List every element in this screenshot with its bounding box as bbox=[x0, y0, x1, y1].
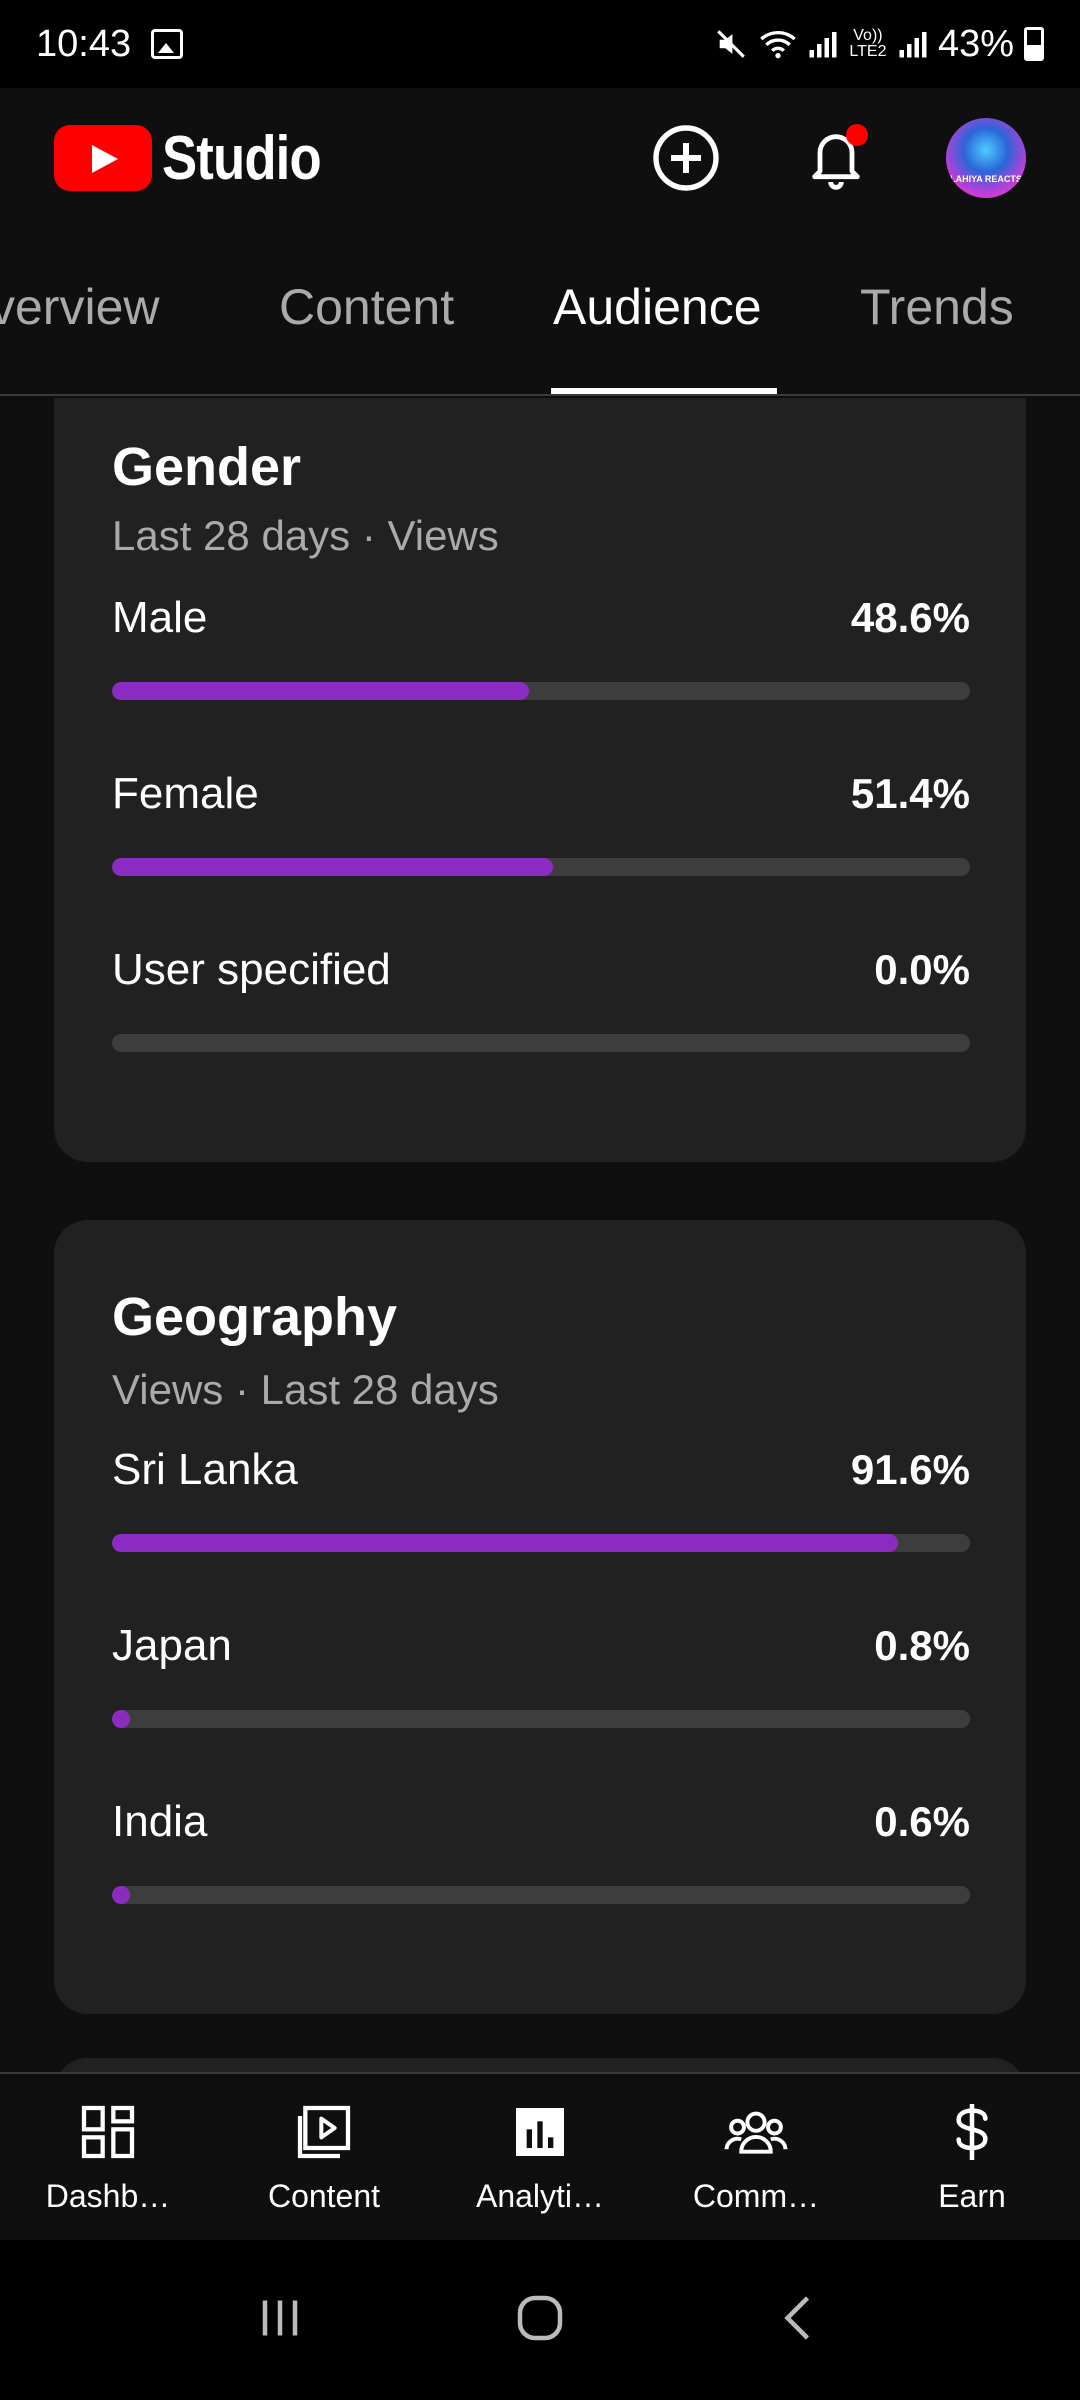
gallery-notification-icon bbox=[151, 29, 184, 59]
gender-card[interactable]: Gender Last 28 days · Views Male 48.6% F… bbox=[54, 398, 1026, 1162]
active-tab-indicator bbox=[551, 388, 777, 394]
bar-fill bbox=[112, 858, 553, 876]
metric-label: Female bbox=[112, 769, 259, 818]
notifications-button[interactable] bbox=[796, 118, 876, 198]
battery-icon bbox=[1024, 27, 1044, 61]
earn-icon bbox=[940, 2100, 1004, 2164]
card-title: Geography bbox=[112, 1287, 398, 1347]
bar-fill bbox=[112, 1534, 898, 1552]
metric-label: India bbox=[112, 1797, 208, 1846]
wifi-icon bbox=[760, 31, 796, 59]
metric-label: User specified bbox=[112, 945, 391, 994]
nav-label: Comm… bbox=[692, 2177, 820, 2214]
metric-value: 51.4% bbox=[850, 770, 970, 817]
bar-fill bbox=[112, 1886, 130, 1904]
back-button[interactable] bbox=[770, 2288, 830, 2353]
status-bar: 10:43 Vo)) LTE2 43% bbox=[0, 0, 1080, 88]
nav-analytics[interactable]: Analyti… bbox=[432, 2074, 648, 2240]
bar-track bbox=[112, 1886, 970, 1904]
bottom-nav: Dashb… Content Analyti… Comm… Earn bbox=[0, 2072, 1080, 2240]
metric-value: 0.6% bbox=[874, 1798, 970, 1845]
metric-label: Sri Lanka bbox=[112, 1445, 298, 1494]
metric-value: 91.6% bbox=[850, 1446, 970, 1493]
metric-value: 0.8% bbox=[874, 1622, 970, 1669]
metric-row-sri-lanka: Sri Lanka 91.6% bbox=[112, 1440, 970, 1552]
back-icon bbox=[784, 2295, 810, 2340]
tab-content[interactable]: Content bbox=[279, 279, 455, 335]
home-icon bbox=[517, 2295, 563, 2340]
nav-content[interactable]: Content bbox=[216, 2074, 432, 2240]
bar-track bbox=[112, 1710, 970, 1728]
bar-track bbox=[112, 1534, 970, 1552]
card-subtitle: Last 28 days · Views bbox=[112, 512, 499, 559]
dashboard-icon bbox=[76, 2100, 140, 2164]
analytics-icon bbox=[508, 2100, 572, 2164]
home-button[interactable] bbox=[510, 2288, 570, 2353]
metric-value: 0.0% bbox=[874, 946, 970, 993]
tab-trends[interactable]: Trends bbox=[860, 279, 1014, 335]
bar-track bbox=[112, 1034, 970, 1052]
recent-apps-icon bbox=[262, 2300, 298, 2335]
create-button[interactable] bbox=[646, 118, 726, 198]
metric-row-male: Male 48.6% bbox=[112, 588, 970, 700]
next-card[interactable] bbox=[54, 2058, 1026, 2072]
app-name: Studio bbox=[162, 123, 322, 193]
tab-audience[interactable]: Audience bbox=[553, 279, 762, 335]
nav-label: Analyti… bbox=[475, 2177, 605, 2214]
avatar[interactable]: LAHIYA REACTS bbox=[946, 118, 1026, 198]
mute-icon bbox=[717, 30, 745, 58]
nav-label: Earn bbox=[938, 2177, 1006, 2214]
metric-value: 48.6% bbox=[850, 594, 970, 641]
signal-2-icon bbox=[899, 32, 927, 58]
bar-track bbox=[112, 858, 970, 876]
recent-apps-button[interactable] bbox=[250, 2288, 310, 2353]
nav-label: Content bbox=[267, 2177, 381, 2214]
youtube-studio-logo[interactable]: Studio bbox=[54, 123, 349, 194]
metric-row-japan: Japan 0.8% bbox=[112, 1616, 970, 1728]
metric-label: Japan bbox=[112, 1621, 232, 1670]
tab-overview[interactable]: verview bbox=[0, 279, 160, 335]
analytics-tabs: verview Content Audience Trends bbox=[0, 228, 1080, 396]
network-type-label: Vo)) LTE2 bbox=[849, 27, 887, 60]
system-nav-bar bbox=[0, 2240, 1080, 2400]
metric-label: Male bbox=[112, 593, 208, 642]
app-header: Studio LAHIYA REACTS bbox=[0, 88, 1080, 228]
battery-percent: 43% bbox=[937, 22, 1014, 65]
nav-label: Dashb… bbox=[45, 2177, 171, 2214]
youtube-logo-icon bbox=[54, 125, 152, 191]
bar-fill bbox=[112, 682, 529, 700]
card-subtitle: Views · Last 28 days bbox=[112, 1366, 499, 1413]
audience-content[interactable]: Gender Last 28 days · Views Male 48.6% F… bbox=[0, 398, 1080, 2072]
signal-icon bbox=[809, 32, 837, 58]
nav-earn[interactable]: Earn bbox=[864, 2074, 1080, 2240]
nav-dashboard[interactable]: Dashb… bbox=[0, 2074, 216, 2240]
nav-community[interactable]: Comm… bbox=[648, 2074, 864, 2240]
content-icon bbox=[292, 2100, 356, 2164]
metric-row-female: Female 51.4% bbox=[112, 764, 970, 876]
bell-icon bbox=[812, 134, 860, 190]
bar-fill bbox=[112, 1710, 130, 1728]
status-time: 10:43 bbox=[36, 22, 132, 65]
community-icon bbox=[724, 2100, 788, 2164]
avatar-text: LAHIYA REACTS bbox=[950, 174, 1022, 184]
bar-track bbox=[112, 682, 970, 700]
create-icon bbox=[653, 125, 719, 191]
card-title: Gender bbox=[112, 437, 302, 497]
geography-card[interactable]: Geography Views · Last 28 days Sri Lanka… bbox=[54, 1220, 1026, 2014]
metric-row-india: India 0.6% bbox=[112, 1792, 970, 1904]
metric-row-user-specified: User specified 0.0% bbox=[112, 940, 970, 1052]
notification-badge bbox=[846, 124, 868, 146]
